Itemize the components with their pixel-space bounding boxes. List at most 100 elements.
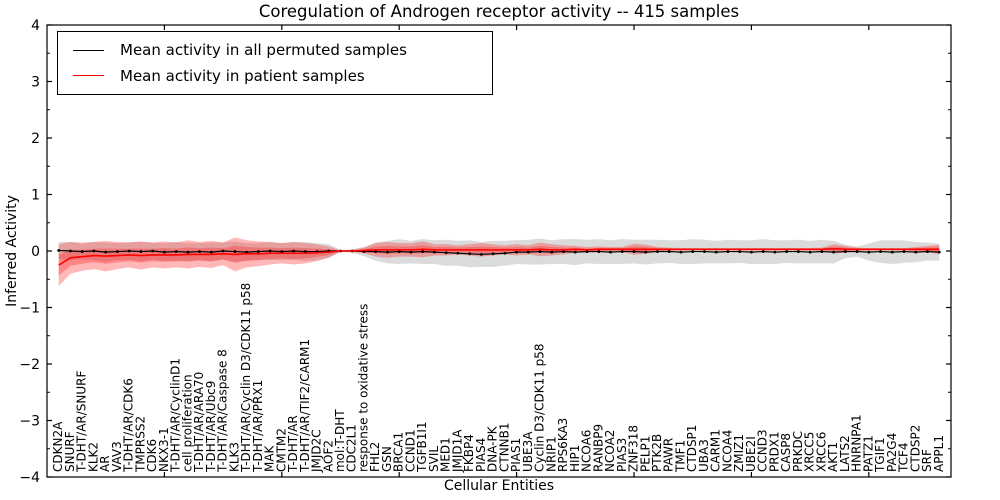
y-tick-label: 2 <box>31 131 40 147</box>
y-tick-label: 3 <box>31 74 40 90</box>
permuted-mean-marker <box>573 250 577 254</box>
x-category-label: TGIF1 <box>873 437 887 473</box>
legend-entry-patient: Mean activity in patient samples <box>58 67 492 85</box>
permuted-mean-marker <box>761 250 765 253</box>
permuted-mean-marker <box>444 251 448 255</box>
x-category-label: CDK6 <box>145 439 159 472</box>
permuted-mean-marker <box>738 250 742 253</box>
permuted-mean-marker <box>550 250 554 254</box>
permuted-mean-marker <box>585 250 589 253</box>
x-category-label: T-DHT/AR/CyclinD1 <box>169 358 183 473</box>
x-category-label: T-DHT/AR/PRX1 <box>251 380 265 473</box>
x-category-label: RANBP9 <box>591 424 605 472</box>
x-category-label: CTDSP2 <box>908 425 922 472</box>
permuted-mean-marker <box>667 250 671 253</box>
permuted-mean-marker <box>820 250 824 253</box>
x-category-label: PIAS4 <box>474 438 488 472</box>
x-category-label: response to oxidative stress <box>356 304 370 472</box>
x-category-label: JMJD2C <box>310 429 324 473</box>
permuted-mean-marker <box>186 250 190 254</box>
permuted-mean-marker <box>937 250 941 254</box>
permuted-mean-marker <box>926 250 929 253</box>
permuted-mean-marker <box>879 250 882 253</box>
x-category-label: VAV3 <box>110 441 124 472</box>
legend-box: Mean activity in all permuted samples Me… <box>57 31 493 95</box>
x-category-label: PAWR <box>662 438 676 472</box>
permuted-mean-marker <box>69 249 72 253</box>
x-category-label: GSN <box>380 446 394 472</box>
x-category-label: UBE2I <box>744 436 758 472</box>
x-category-label: KLK3 <box>227 442 241 472</box>
y-tick-label: 1 <box>31 187 40 203</box>
x-category-label: CARM1 <box>709 429 723 472</box>
x-category-label: ZMIZ1 <box>732 434 746 472</box>
y-tick-label: −2 <box>19 357 40 373</box>
x-category-label: T-DHT/AR/Caspase 8 <box>216 349 230 473</box>
x-category-label: PIAS3 <box>615 438 629 472</box>
x-category-label: T-DHT/AR/Ubc9 <box>204 381 218 473</box>
permuted-mean-marker <box>808 250 812 254</box>
legend-label-patient: Mean activity in patient samples <box>120 66 365 85</box>
x-category-label: AOF2 <box>321 440 335 472</box>
permuted-mean-marker <box>433 250 436 254</box>
permuted-mean-marker <box>843 250 847 253</box>
permuted-mean-marker <box>233 250 237 253</box>
chart-title: Coregulation of Androgen receptor activi… <box>258 2 740 21</box>
x-category-label: PRDX1 <box>767 431 781 472</box>
permuted-mean-marker <box>221 249 225 253</box>
permuted-mean-marker <box>703 250 706 253</box>
x-category-label: HIP1 <box>568 445 582 472</box>
permuted-mean-marker <box>386 250 389 254</box>
permuted-mean-marker <box>268 249 272 253</box>
y-tick-label: −3 <box>19 413 40 429</box>
x-category-label: LATS2 <box>838 435 852 472</box>
x-category-label: AKT1 <box>826 442 840 472</box>
x-category-label: T-DHT/AR/SNURF <box>75 371 89 474</box>
permuted-mean-marker <box>632 250 636 253</box>
permuted-mean-marker <box>374 250 378 253</box>
x-category-label: mol:T-DHT <box>333 409 347 472</box>
permuted-mean-marker <box>80 250 84 253</box>
x-category-label: DNA-PK <box>486 425 500 472</box>
permuted-mean-marker <box>468 252 472 256</box>
x-category-label: TMF1 <box>673 440 687 473</box>
x-category-label: cell proliferation <box>180 374 194 472</box>
permuted-mean-marker <box>421 250 425 253</box>
x-category-label: SNURF <box>63 431 77 472</box>
x-category-label: TMPRSS2 <box>133 416 147 473</box>
patient-mean-line <box>58 247 940 266</box>
x-category-label: CMTM2 <box>274 428 288 472</box>
x-category-label: UBE3A <box>521 431 535 472</box>
permuted-mean-marker <box>644 250 648 254</box>
x-category-label: CTDSP1 <box>685 425 699 472</box>
permuted-mean-marker <box>796 250 800 253</box>
x-category-label: HNRNPA1 <box>850 414 864 472</box>
x-category-label: T-DHT/AR <box>286 415 300 473</box>
x-category-label: NCOA6 <box>580 430 594 472</box>
permuted-mean-marker <box>57 249 61 252</box>
permuted-mean-marker <box>597 250 601 253</box>
x-category-label: CCND1 <box>403 429 417 472</box>
x-category-label: KLK2 <box>86 442 100 472</box>
permuted-mean-marker <box>503 251 507 255</box>
permuted-mean-marker <box>691 250 695 253</box>
permuted-mean-marker <box>456 251 460 255</box>
x-category-label: PELP1 <box>638 436 652 472</box>
y-tick-label: 4 <box>31 18 40 34</box>
x-category-label: SVIL <box>427 446 441 472</box>
permuted-mean-marker <box>714 250 718 254</box>
permuted-mean-marker <box>151 249 155 253</box>
permuted-mean-line <box>58 249 940 255</box>
x-category-label: NCOA2 <box>603 430 617 472</box>
legend-label-permuted: Mean activity in all permuted samples <box>120 41 407 60</box>
x-category-label: T-DHT/AR/TIF2/CARM1 <box>298 339 312 473</box>
y-axis-label: Inferred Activity <box>4 195 20 307</box>
permuted-mean-marker <box>914 250 918 254</box>
permuted-mean-marker <box>902 250 906 253</box>
permuted-mean-marker <box>656 250 659 253</box>
x-category-label: CDC2L1 <box>345 424 359 472</box>
permuted-mean-marker <box>855 250 859 253</box>
permuted-mean-marker <box>515 250 519 254</box>
permuted-mean-marker <box>303 250 307 253</box>
